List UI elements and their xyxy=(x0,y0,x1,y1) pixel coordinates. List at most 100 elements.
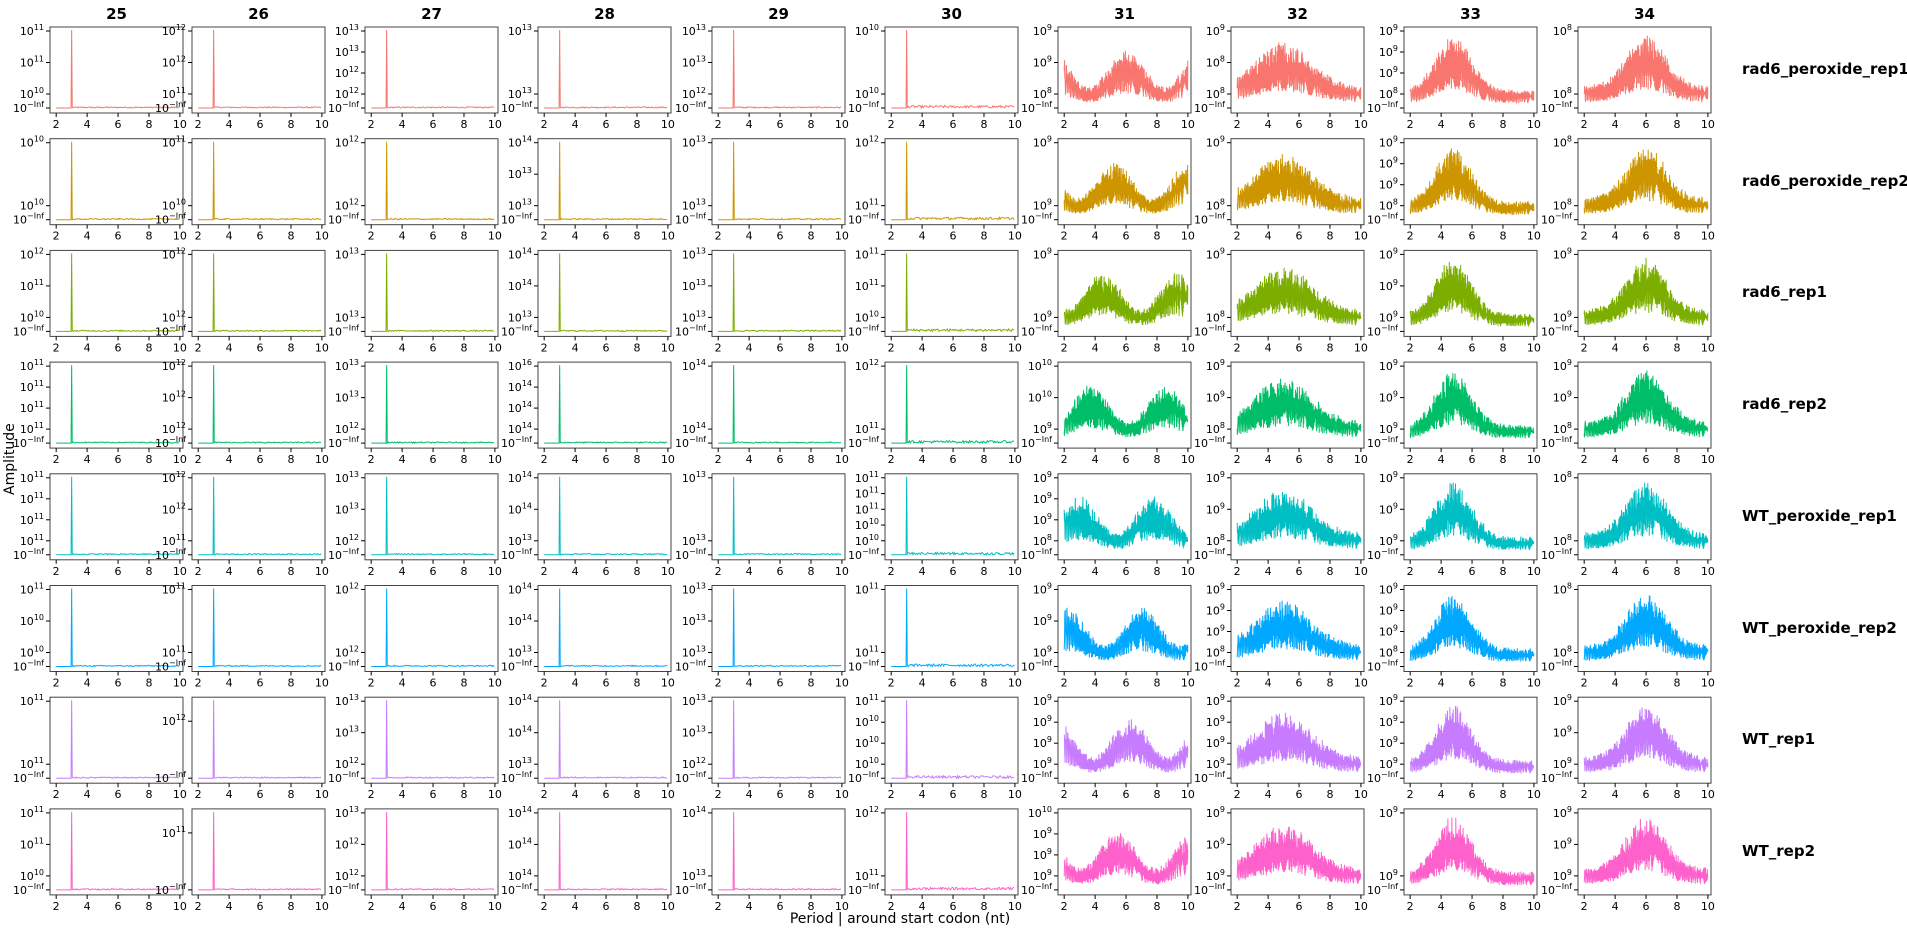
x-tick-label: 8 xyxy=(633,788,640,801)
x-tick-label: 10 xyxy=(315,230,329,243)
x-tick-label: 2 xyxy=(368,565,375,578)
series-line xyxy=(1063,833,1189,885)
y-tick-label: 1013 xyxy=(682,278,706,293)
y-tick-label: 10−Inf xyxy=(1021,435,1052,450)
x-tick-label: 8 xyxy=(633,118,640,131)
x-tick-label: 4 xyxy=(1092,230,1099,243)
panel-WT_rep2-29: 2 4 6 8 10 10−Inf 1014 1013 xyxy=(675,805,849,913)
x-tick-label: 10 xyxy=(173,900,187,913)
column-title: 33 xyxy=(1460,5,1481,23)
x-tick-label: 4 xyxy=(1438,677,1445,690)
x-tick-label: 2 xyxy=(1061,341,1068,354)
panel-frame xyxy=(191,26,326,114)
series-line xyxy=(371,700,495,779)
y-tick-label: 1013 xyxy=(335,805,359,820)
x-tick-label: 6 xyxy=(1296,453,1303,466)
x-tick-label: 2 xyxy=(1407,900,1414,913)
y-tick-label: 108 xyxy=(1553,198,1572,213)
x-tick-label: 8 xyxy=(1153,230,1160,243)
x-tick-label: 2 xyxy=(1234,565,1241,578)
y-tick-label: 1010 xyxy=(855,517,879,532)
series-line xyxy=(1583,370,1709,438)
x-tick-label: 4 xyxy=(1092,788,1099,801)
y-tick-label: 1012 xyxy=(162,309,186,324)
panel-frame xyxy=(49,808,184,896)
y-tick-label: 1014 xyxy=(508,836,532,851)
x-tick-label: 4 xyxy=(399,341,406,354)
panel-frame xyxy=(1577,473,1712,561)
row-title: rad6_peroxide_rep2 xyxy=(1742,171,1907,190)
panel-frame xyxy=(1230,696,1365,784)
y-tick-label: 109 xyxy=(1553,390,1572,405)
series-line xyxy=(1236,826,1362,884)
y-tick-label: 10−Inf xyxy=(675,659,706,674)
x-tick-label: 2 xyxy=(1581,900,1588,913)
x-tick-label: 6 xyxy=(1296,565,1303,578)
y-tick-label: 1011 xyxy=(855,278,879,293)
x-tick-label: 10 xyxy=(173,788,187,801)
series-line xyxy=(198,700,322,779)
y-tick-label: 1010 xyxy=(20,868,44,883)
x-tick-label: 10 xyxy=(1181,118,1195,131)
y-tick-label: 109 xyxy=(1206,714,1225,729)
y-tick-label: 109 xyxy=(1379,156,1398,171)
y-tick-label: 10−Inf xyxy=(1194,435,1225,450)
y-tick-label: 1013 xyxy=(335,470,359,485)
panel-frame xyxy=(364,696,499,784)
x-tick-label: 6 xyxy=(950,341,957,354)
y-tick-label: 10−Inf xyxy=(1541,323,1572,338)
x-tick-label: 4 xyxy=(1265,677,1272,690)
y-tick-label: 1013 xyxy=(335,44,359,59)
y-tick-label: 10−Inf xyxy=(1194,100,1225,115)
x-tick-label: 8 xyxy=(287,677,294,690)
y-tick-label: 109 xyxy=(1033,135,1052,150)
x-tick-label: 4 xyxy=(572,788,579,801)
panel-frame xyxy=(1577,138,1712,226)
y-tick-label: 1011 xyxy=(20,533,44,548)
x-tick-label: 8 xyxy=(1673,118,1680,131)
x-tick-label: 10 xyxy=(1354,118,1368,131)
panel-frame xyxy=(537,249,672,337)
x-tick-label: 4 xyxy=(572,230,579,243)
series-line xyxy=(1236,42,1362,103)
x-tick-label: 10 xyxy=(1181,230,1195,243)
y-tick-label: 1011 xyxy=(20,379,44,394)
y-tick-label: 10−Inf xyxy=(675,435,706,450)
x-tick-label: 4 xyxy=(84,230,91,243)
y-tick-label: 10−Inf xyxy=(1021,212,1052,227)
x-tick-label: 6 xyxy=(950,788,957,801)
panel-frame xyxy=(1403,138,1538,226)
y-tick-label: 109 xyxy=(1033,309,1052,324)
panel-rad6_peroxide_rep1-32: 2 4 6 8 10 10−Inf 109 108 108 xyxy=(1194,23,1368,131)
x-tick-label: 4 xyxy=(84,677,91,690)
y-tick-label: 10−Inf xyxy=(675,882,706,897)
x-tick-label: 4 xyxy=(399,788,406,801)
x-tick-label: 2 xyxy=(195,565,202,578)
series-line xyxy=(56,588,180,668)
panel-frame xyxy=(364,138,499,226)
panel-frame xyxy=(711,585,846,672)
x-tick-label: 10 xyxy=(1527,788,1541,801)
x-tick-label: 8 xyxy=(460,565,467,578)
y-tick-label: 1014 xyxy=(508,868,532,883)
panel-frame xyxy=(364,26,499,114)
x-tick-label: 6 xyxy=(950,453,957,466)
x-tick-label: 10 xyxy=(835,900,849,913)
x-tick-label: 8 xyxy=(807,341,814,354)
x-tick-label: 8 xyxy=(1153,341,1160,354)
column-title: 34 xyxy=(1634,5,1655,23)
x-tick-label: 4 xyxy=(1438,341,1445,354)
series-line xyxy=(198,253,322,333)
x-tick-label: 8 xyxy=(145,900,152,913)
series-line xyxy=(1409,817,1535,886)
x-tick-label: 4 xyxy=(572,118,579,131)
x-tick-label: 8 xyxy=(1326,453,1333,466)
series-line xyxy=(891,253,1015,333)
y-tick-label: 109 xyxy=(1553,868,1572,883)
x-tick-label: 2 xyxy=(1407,453,1414,466)
x-tick-label: 8 xyxy=(1499,453,1506,466)
x-tick-label: 2 xyxy=(888,118,895,131)
